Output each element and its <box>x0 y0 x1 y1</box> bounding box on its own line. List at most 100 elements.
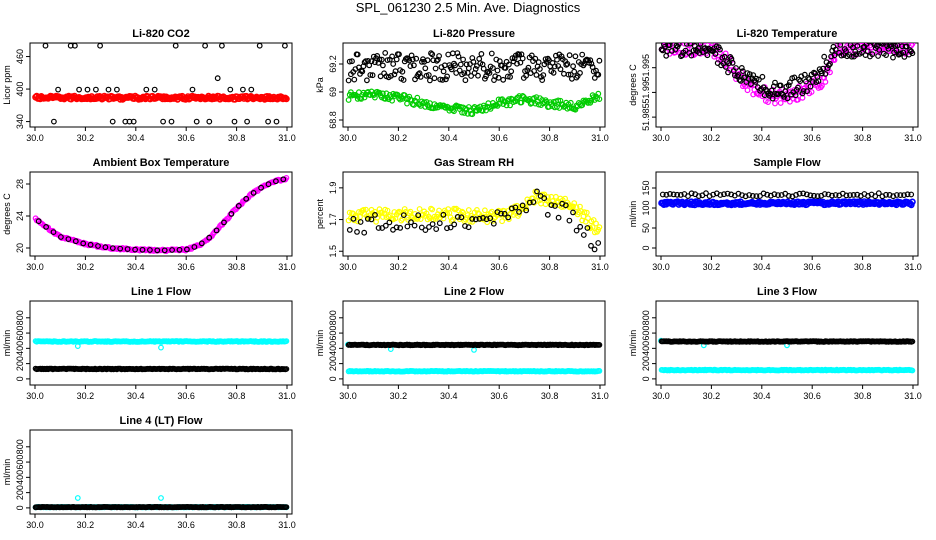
data-point <box>191 244 198 250</box>
data-point <box>767 90 774 97</box>
data-point <box>415 212 422 219</box>
data-point <box>55 86 61 93</box>
data-point <box>837 43 844 50</box>
data-point <box>87 241 94 248</box>
data-point <box>408 219 414 226</box>
y-tick-label: 200 <box>15 356 25 371</box>
data-point <box>280 176 287 183</box>
data-point <box>389 53 396 60</box>
data-point <box>65 236 72 243</box>
data-point <box>273 118 280 125</box>
data-point <box>474 63 480 69</box>
data-point <box>221 219 227 226</box>
panel-line3: Line 3 Flow 30.0 30.2 30.4 30.6 30.8 31.0 0 2004… <box>628 286 922 401</box>
data-point <box>847 43 850 44</box>
data-point <box>168 118 175 125</box>
data-point <box>92 86 99 93</box>
data-point <box>866 43 872 45</box>
data-point <box>429 206 436 213</box>
data-point <box>109 245 116 252</box>
y-axis-label: percent <box>315 198 325 229</box>
data-point <box>183 246 190 253</box>
y-tick-label: 200 <box>328 356 338 371</box>
data-point <box>452 62 459 69</box>
x-tick-label: 30.8 <box>541 262 559 272</box>
data-point <box>847 192 853 199</box>
plot-area <box>32 174 290 255</box>
x-tick-label: 30.6 <box>803 391 821 401</box>
data-point <box>792 92 799 99</box>
data-point <box>551 63 558 70</box>
data-point <box>393 224 400 231</box>
data-point <box>523 205 529 212</box>
data-point <box>483 216 490 223</box>
data-point <box>542 56 549 62</box>
x-tick-label: 31.0 <box>904 133 922 143</box>
y-tick-label: 69 <box>328 87 338 97</box>
data-point <box>806 76 813 82</box>
data-point <box>518 99 525 106</box>
data-point <box>407 208 414 215</box>
x-tick-label: 30.0 <box>26 520 44 530</box>
data-point <box>848 43 855 50</box>
data-point <box>836 43 842 45</box>
series-primary <box>32 365 290 373</box>
data-point <box>681 43 686 44</box>
data-point <box>814 193 821 200</box>
data-point <box>464 212 471 219</box>
data-point <box>384 207 391 214</box>
data-point <box>454 50 461 56</box>
data-point <box>819 82 825 89</box>
x-tick-label: 30.2 <box>390 133 408 143</box>
data-point <box>793 191 799 198</box>
x-tick-label: 30.8 <box>854 133 872 143</box>
y-axis-label: ml/min <box>2 330 12 357</box>
data-point <box>428 50 434 57</box>
data-point <box>35 218 42 225</box>
data-point <box>543 98 550 105</box>
data-point <box>872 193 879 200</box>
data-point <box>206 118 213 125</box>
data-point <box>528 52 535 59</box>
data-point <box>258 184 265 191</box>
series-primary <box>659 190 915 200</box>
data-point <box>470 59 477 65</box>
data-point <box>505 214 512 221</box>
data-point <box>436 207 443 214</box>
x-tick-label: 30.2 <box>703 133 721 143</box>
data-point <box>84 86 91 93</box>
data-point <box>419 59 425 65</box>
data-point <box>273 178 279 185</box>
data-point <box>418 224 425 231</box>
series-secondary <box>32 174 290 255</box>
y-tick-label: 600 <box>641 326 651 341</box>
y-tick-label: 1.9 <box>328 182 338 195</box>
x-tick-label: 30.2 <box>77 391 95 401</box>
data-point <box>406 57 413 64</box>
data-point <box>361 229 368 236</box>
series-secondary <box>658 198 916 209</box>
data-point <box>663 191 670 198</box>
data-point <box>256 43 263 49</box>
y-tick-label: 51.995 <box>641 54 651 82</box>
data-point <box>890 193 897 200</box>
data-point <box>526 199 533 206</box>
data-point <box>546 57 552 64</box>
data-point <box>488 208 495 215</box>
series-primary <box>658 338 916 345</box>
data-point <box>76 86 82 93</box>
data-point <box>426 224 432 230</box>
data-point <box>124 246 131 253</box>
data-point <box>345 97 352 103</box>
data-point <box>722 50 729 57</box>
data-point <box>265 181 272 188</box>
data-point <box>564 61 571 67</box>
data-point <box>897 192 904 199</box>
series-primary <box>345 341 603 349</box>
data-point <box>478 51 485 57</box>
data-point <box>444 73 451 80</box>
data-point <box>893 192 900 198</box>
data-point <box>202 43 208 49</box>
data-point <box>480 65 487 72</box>
data-point <box>158 344 164 351</box>
